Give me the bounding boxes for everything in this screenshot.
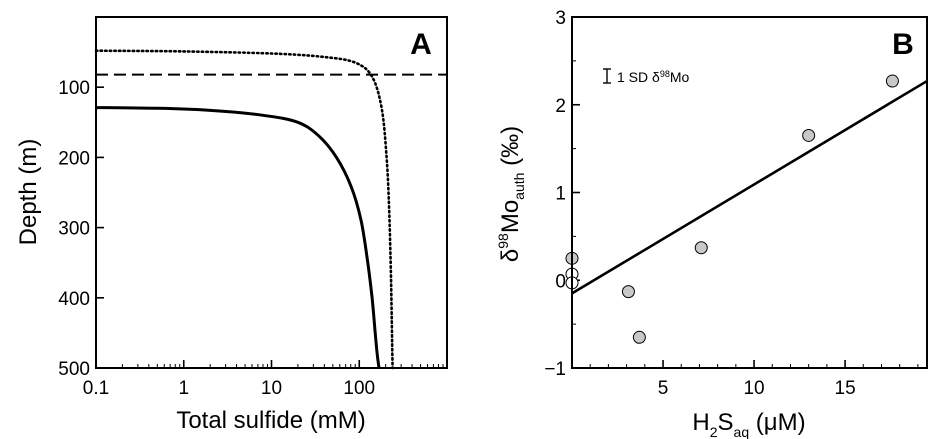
panel-a-x-tick-label: 100: [343, 378, 375, 399]
panel-a-x-tick-label: 1: [178, 378, 189, 399]
panel-a: 0.1 1 10 100 100 200 300 400 500 A Total sulfide…: [15, 16, 448, 434]
panel-b-label: B: [892, 28, 914, 61]
panel-b-y-tick-label: −1: [544, 359, 566, 380]
sulfide-profile-dotted: [94, 49, 394, 370]
panel-a-x-tick-label: 0.1: [83, 378, 109, 399]
panel-a-y-axis-label: Depth (m): [15, 139, 42, 246]
panel-a-x-axis-label: Total sulfide (mM): [176, 407, 365, 434]
error-bar-annotation: 1 SD δ98Mo: [617, 69, 689, 85]
fit-line: [571, 79, 928, 295]
sulfide-profile-solid: [95, 106, 381, 369]
panel-b-x-tick-label: 10: [743, 378, 764, 399]
data-point: [632, 330, 646, 344]
panel-a-frame: [95, 16, 448, 369]
panel-b-y-tick-label: 0: [555, 271, 566, 292]
panel-a-label: A: [410, 28, 432, 61]
panel-a-ticks: 0.1 1 10 100 100 200 300 400 500: [58, 78, 444, 399]
error-bar-legend: 1 SD δ98Mo: [603, 68, 689, 85]
panel-b-y-tick-label: 2: [555, 96, 566, 117]
panel-b-y-axis-label: δ98Moauth (‰): [495, 126, 527, 262]
panel-b-points: [565, 74, 899, 344]
panel-b-x-tick-label: 5: [658, 378, 669, 399]
panel-a-series: [94, 49, 447, 370]
panel-b-frame: [571, 16, 928, 369]
panel-b-ticks: 5 10 15 −1 0 1 2 3: [544, 8, 919, 399]
data-point: [694, 241, 708, 255]
panel-b-x-axis-label: H2Saq (μM): [692, 409, 805, 439]
panel-b-y-tick-label: 1: [555, 184, 566, 205]
panel-a-y-tick-label: 500: [58, 359, 90, 380]
panel-a-y-tick-label: 100: [58, 78, 90, 99]
panel-a-y-tick-label: 300: [58, 219, 90, 240]
data-point: [621, 285, 635, 299]
panel-a-y-tick-label: 200: [58, 148, 90, 169]
panel-b: 5 10 15 −1 0 1 2 3 B 1 SD δ98Mo H2Saq (μM) δ98M…: [495, 8, 928, 439]
panel-a-x-tick-label: 10: [261, 378, 282, 399]
panel-b-y-tick-label: 3: [555, 8, 566, 29]
data-point: [885, 74, 899, 88]
data-point: [802, 128, 816, 142]
panel-b-x-tick-label: 15: [835, 378, 856, 399]
panel-a-y-tick-label: 400: [58, 289, 90, 310]
